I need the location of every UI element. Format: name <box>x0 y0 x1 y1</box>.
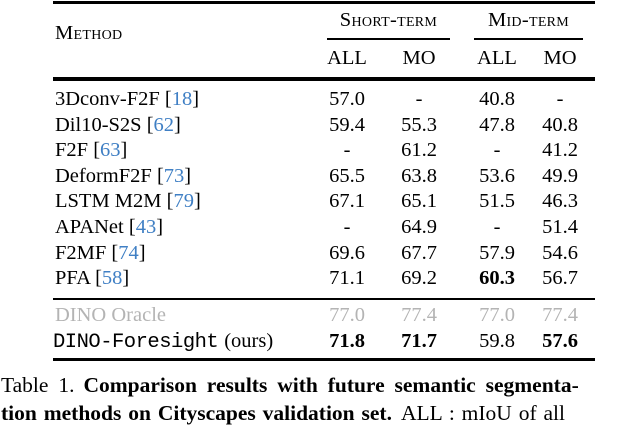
table-bottom-rule <box>53 358 595 362</box>
metric-value: 67.1 <box>307 189 387 215</box>
metric-value-best: 71.7 <box>379 329 459 355</box>
caption-line-1: Table 1. Comparison results with future s… <box>1 372 640 400</box>
metric-value: 54.6 <box>520 241 600 267</box>
method-name: F2F [63] <box>55 138 315 164</box>
citation-bracket: [ <box>95 267 102 289</box>
mid-term-cmidrule <box>474 38 583 40</box>
citation-bracket: ] <box>139 242 146 264</box>
column-header-all-short: ALL <box>307 45 387 71</box>
method-name: DeformF2F [73] <box>55 164 315 190</box>
citation-link[interactable]: 62 <box>154 114 175 136</box>
metric-value: 65.5 <box>307 164 387 190</box>
method-name: PFA [58] <box>55 266 315 292</box>
paper-table-figure: Method Short-term Mid-term ALL MO ALL MO… <box>0 0 640 416</box>
table-row: LSTM M2M [79] 67.1 65.1 51.5 46.3 <box>53 189 595 215</box>
caption-body-text: ALL : mIoU of all <box>401 401 565 425</box>
metric-value-best: 71.8 <box>307 329 387 355</box>
table-row: 3Dconv-F2F [18] 57.0 - 40.8 - <box>53 87 595 113</box>
table-row: PFA [58] 71.1 69.2 60.3 56.7 <box>53 266 595 292</box>
metric-value: 71.1 <box>307 266 387 292</box>
table-row: Dil10-S2S [62] 59.4 55.3 47.8 40.8 <box>53 113 595 139</box>
citation-link[interactable]: 18 <box>172 88 193 110</box>
metric-value: - <box>520 87 600 113</box>
table-row-oracle: DINO Oracle 77.0 77.4 77.0 77.4 <box>53 303 595 329</box>
method-name: DINO Oracle <box>55 303 315 329</box>
citation-link[interactable]: 74 <box>118 242 139 264</box>
ours-method-name: DINO-Foresight <box>53 331 218 354</box>
citation-link[interactable]: 63 <box>100 139 121 161</box>
metric-value: 55.3 <box>379 113 459 139</box>
metric-value: - <box>307 138 387 164</box>
table-row: F2MF [74] 69.6 67.7 57.9 54.6 <box>53 241 595 267</box>
ours-suffix: (ours) <box>224 330 273 352</box>
table-caption: Table 1. Comparison results with future s… <box>1 372 640 427</box>
citation-bracket: ] <box>156 216 163 238</box>
citation-bracket: [ <box>147 114 154 136</box>
column-group-short-term: Short-term <box>327 7 450 33</box>
method-name: 3Dconv-F2F [18] <box>55 87 315 113</box>
section-rule <box>53 298 595 300</box>
method-name: F2MF [74] <box>55 241 315 267</box>
metric-value: 57.0 <box>307 87 387 113</box>
table-body: 3Dconv-F2F [18] 57.0 - 40.8 - Dil10-S2S … <box>53 87 595 292</box>
citation-bracket: ] <box>184 165 191 187</box>
citation-bracket: [ <box>165 88 172 110</box>
table-row-ours: DINO-Foresight(ours) 71.8 71.7 59.8 57.6 <box>53 329 595 355</box>
method-name: Dil10-S2S [62] <box>55 113 315 139</box>
citation-bracket: ] <box>121 139 128 161</box>
metric-value: 46.3 <box>520 189 600 215</box>
metric-value: 77.4 <box>520 303 600 329</box>
metric-value: 41.2 <box>520 138 600 164</box>
citation-bracket: ] <box>122 267 129 289</box>
metric-value: 64.9 <box>379 215 459 241</box>
metric-value: 59.4 <box>307 113 387 139</box>
metric-value: 77.4 <box>379 303 459 329</box>
citation-link[interactable]: 79 <box>173 190 194 212</box>
citation-bracket: ] <box>174 114 181 136</box>
column-group-mid-term: Mid-term <box>474 7 583 33</box>
metric-value: 56.7 <box>520 266 600 292</box>
table-top-rule <box>53 1 595 4</box>
table-row: APANet [43] - 64.9 - 51.4 <box>53 215 595 241</box>
metric-value: 69.6 <box>307 241 387 267</box>
metric-value-best: 57.6 <box>520 329 600 355</box>
citation-link[interactable]: 43 <box>136 216 157 238</box>
metric-value: 40.8 <box>520 113 600 139</box>
citation-link[interactable]: 58 <box>102 267 123 289</box>
method-name: APANet [43] <box>55 215 315 241</box>
metric-value: 65.1 <box>379 189 459 215</box>
citation-bracket: [ <box>129 216 136 238</box>
caption-title-part1: Comparison results with future semantic … <box>83 373 578 397</box>
header-rule <box>53 77 595 81</box>
metric-value: 69.2 <box>379 266 459 292</box>
citation-bracket: ] <box>192 88 199 110</box>
metric-value: 77.0 <box>307 303 387 329</box>
method-name: LSTM M2M [79] <box>55 189 315 215</box>
metric-value: 67.7 <box>379 241 459 267</box>
method-name: DINO-Foresight (ours) <box>53 329 313 356</box>
citation-bracket: [ <box>93 139 100 161</box>
column-header-mo-mid: MO <box>520 45 600 71</box>
metric-value: 49.9 <box>520 164 600 190</box>
short-term-cmidrule <box>327 38 450 40</box>
caption-table-number: Table 1. <box>1 373 74 397</box>
metric-value: - <box>307 215 387 241</box>
column-header-mo-short: MO <box>379 45 459 71</box>
metric-value: 61.2 <box>379 138 459 164</box>
citation-bracket: [ <box>157 165 164 187</box>
table-row: DeformF2F [73] 65.5 63.8 53.6 49.9 <box>53 164 595 190</box>
metric-value: 51.4 <box>520 215 600 241</box>
metric-value: 63.8 <box>379 164 459 190</box>
metric-value: - <box>379 87 459 113</box>
caption-line-2: tion methods on Cityscapes validation se… <box>1 400 640 427</box>
results-table: Method Short-term Mid-term ALL MO ALL MO… <box>53 0 595 366</box>
citation-bracket: ] <box>194 190 201 212</box>
citation-link[interactable]: 73 <box>164 165 185 187</box>
table-highlight-section: DINO Oracle 77.0 77.4 77.0 77.4 DINO-For… <box>53 303 595 354</box>
caption-title-part2: tion methods on Cityscapes validation se… <box>1 401 392 425</box>
column-header-method: Method <box>55 20 122 46</box>
table-row: F2F [63] - 61.2 - 41.2 <box>53 138 595 164</box>
